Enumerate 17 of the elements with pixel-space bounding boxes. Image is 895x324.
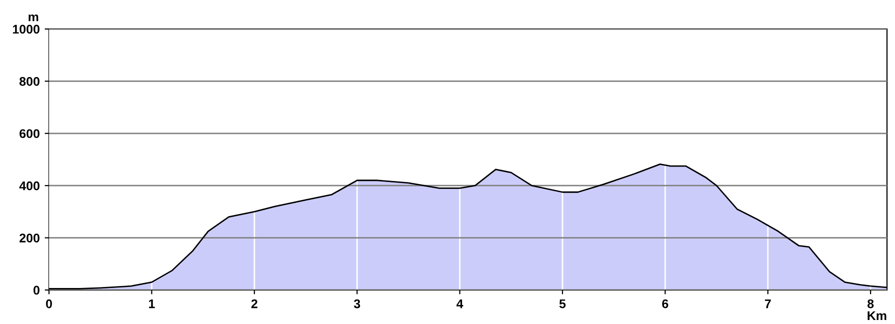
y-tick-label: 0: [34, 286, 40, 295]
x-axis-title: Km: [868, 311, 886, 320]
y-tick-label: 800: [20, 77, 40, 86]
x-tick-label: 2: [251, 299, 258, 308]
x-tick-label: 1: [149, 299, 155, 308]
y-axis-title: m: [28, 14, 38, 22]
y-tick-label: 600: [20, 129, 40, 138]
x-tick-label: 7: [764, 299, 771, 308]
y-tick-label: 400: [19, 181, 40, 190]
x-tick-label: 0: [46, 299, 52, 308]
x-tick-label: 5: [559, 299, 566, 308]
x-tick-label: 8: [867, 299, 874, 308]
y-tick-label: 200: [20, 234, 40, 242]
x-tick-label: 4: [456, 299, 464, 308]
y-tick-label: 1000: [12, 24, 40, 34]
x-tick-label: 6: [662, 299, 668, 308]
x-tick-label: 3: [354, 299, 360, 308]
